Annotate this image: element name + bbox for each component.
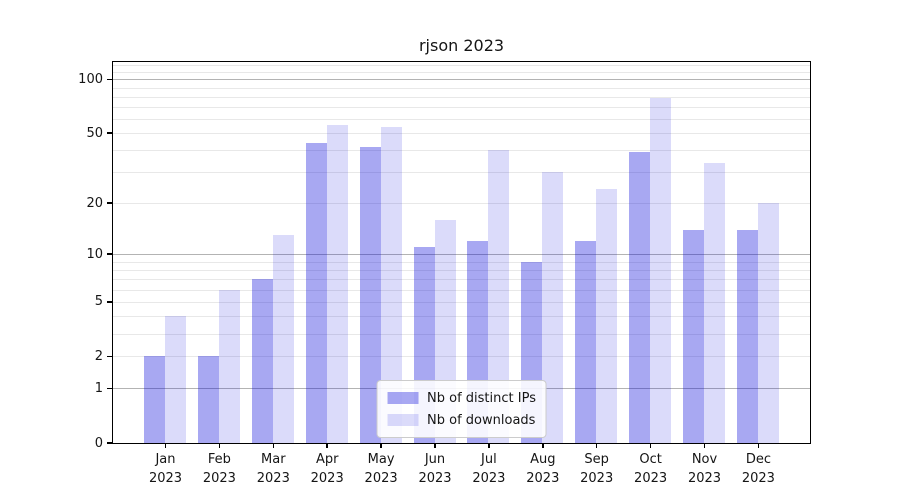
x-tick-label: Mar 2023 (256, 452, 290, 486)
y-tick-label: 2 (94, 348, 103, 364)
y-tick-label: 50 (86, 125, 103, 141)
y-tick-label: 5 (94, 294, 103, 310)
bar-downloads-mar (272, 235, 294, 443)
legend-swatch-distinct-ips (387, 392, 419, 404)
y-tick-mark (107, 301, 112, 303)
x-tick-mark (272, 443, 275, 448)
x-tick-label: Sep 2023 (580, 452, 614, 486)
y-tick-mark (107, 253, 112, 255)
y-tick-label: 20 (86, 195, 103, 211)
bar-downloads-nov (704, 162, 725, 443)
bar-distinct-ips-nov (683, 229, 704, 443)
x-tick-mark (649, 443, 652, 448)
bar-downloads-jul (488, 150, 510, 443)
bar-distinct-ips-sep (575, 240, 597, 443)
bar-downloads-sep (596, 189, 618, 443)
gridline-minor (113, 96, 810, 98)
bar-distinct-ips-jan (144, 356, 165, 443)
gridline-major (113, 254, 810, 256)
y-tick-label: 100 (78, 71, 103, 87)
legend-item: Nb of distinct IPs (387, 387, 536, 409)
x-tick-label: Jun 2023 (418, 452, 452, 486)
x-tick-mark (595, 443, 598, 448)
x-tick-label: Jul 2023 (472, 452, 506, 486)
y-tick-mark (107, 387, 112, 390)
chart-title: rjson 2023 (418, 36, 505, 55)
gridline-minor (113, 289, 810, 291)
bar-distinct-ips-apr (305, 143, 327, 443)
x-tick-mark (757, 443, 760, 448)
x-tick-label: Nov 2023 (687, 452, 722, 486)
bar-downloads-dec (757, 203, 779, 443)
x-tick-mark (488, 443, 490, 448)
gridline-minor (113, 316, 810, 318)
x-tick-label: Oct 2023 (634, 452, 668, 486)
gridline-minor (113, 261, 810, 263)
x-tick-mark (380, 443, 382, 448)
gridline-minor (113, 119, 810, 121)
plot-area: 0 1 2 5 10 20 50 100 Jan 2023 Feb 2023 Mar 2023 Apr 202… (78, 61, 811, 486)
bar-downloads-jan (165, 316, 186, 443)
gridline-minor (113, 107, 810, 109)
bar-downloads-oct (650, 97, 672, 443)
gridline-minor (113, 301, 810, 303)
y-tick-label: 1 (94, 380, 103, 396)
y-tick-label: 0 (94, 435, 103, 451)
x-tick-label: Dec 2023 (741, 452, 775, 486)
y-tick-label: 10 (86, 246, 103, 262)
bar-downloads-feb (218, 289, 240, 443)
bar-distinct-ips-feb (197, 356, 219, 443)
bar-downloads-may (380, 127, 402, 443)
y-tick-mark (107, 355, 112, 358)
x-tick-label: Jan 2023 (148, 452, 183, 486)
legend-label: Nb of distinct IPs (427, 390, 536, 406)
x-tick-mark (434, 443, 436, 448)
x-tick-label: Apr 2023 (310, 452, 344, 486)
y-tick-mark (107, 78, 112, 81)
gridline-minor (113, 65, 810, 67)
gridline-minor (113, 269, 810, 271)
gridline-minor (113, 150, 810, 152)
legend: Nb of distinct IPs Nb of downloads (376, 380, 547, 438)
y-tick-mark (107, 442, 112, 444)
x-tick-mark (542, 443, 544, 448)
gridline-minor (113, 333, 810, 335)
gridline-minor (113, 356, 810, 358)
bar-distinct-ips-mar (251, 279, 273, 443)
gridline-minor (113, 203, 810, 205)
x-tick-label: Feb 2023 (202, 452, 236, 486)
bar-distinct-ips-dec (736, 229, 758, 443)
x-tick-mark (164, 443, 167, 448)
legend-item: Nb of downloads (387, 409, 536, 431)
gridline-minor (113, 133, 810, 135)
bar-downloads-apr (326, 124, 348, 443)
legend-swatch-downloads (387, 414, 419, 426)
x-tick-label: Aug 2023 (526, 452, 560, 486)
gridline-major (113, 79, 810, 81)
bar-distinct-ips-oct (629, 152, 651, 443)
bar-distinct-ips-may (359, 146, 381, 443)
x-tick-mark (703, 443, 706, 448)
x-tick-label: May 2023 (364, 452, 398, 486)
y-tick-mark (107, 202, 112, 204)
gridline-minor (113, 71, 810, 73)
bar-downloads-aug (542, 172, 564, 443)
legend-label: Nb of downloads (427, 412, 536, 428)
x-tick-mark (326, 443, 328, 448)
gridline-minor (113, 172, 810, 174)
gridline-minor (113, 279, 810, 281)
y-tick-mark (107, 132, 112, 135)
x-tick-mark (218, 443, 221, 448)
gridline-minor (113, 87, 810, 89)
